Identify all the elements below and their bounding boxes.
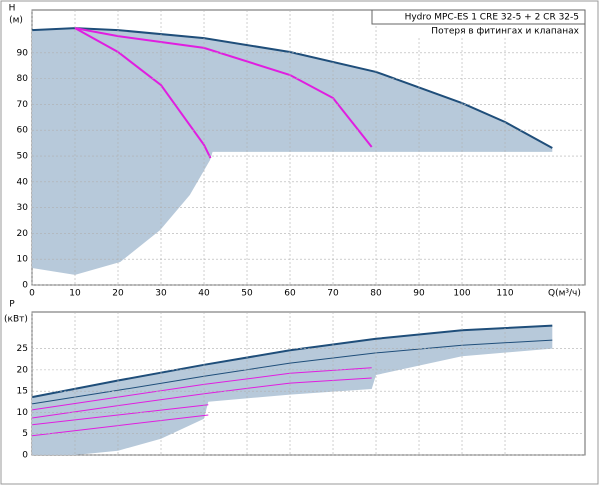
x-tick-label: 30	[155, 289, 167, 299]
y-tick-label: 0	[22, 281, 28, 291]
y-axis-unit: (м)	[9, 16, 23, 26]
x-tick-label: 100	[453, 289, 470, 299]
y-tick-label: 90	[17, 48, 29, 58]
x-tick-label: 50	[241, 289, 253, 299]
x-tick-label: 60	[284, 289, 296, 299]
x-tick-label: 40	[198, 289, 210, 299]
x-tick-label: 20	[112, 289, 124, 299]
y-tick-label: 30	[17, 203, 29, 213]
y-tick-label: 60	[17, 126, 29, 136]
curve	[74, 27, 212, 159]
x-tick-label: 70	[327, 289, 339, 299]
envelope-area	[32, 325, 553, 455]
y-tick-label: 10	[17, 408, 29, 418]
curve	[31, 404, 209, 426]
legend-box	[371, 9, 586, 25]
y-axis-label: P	[9, 300, 15, 310]
x-tick-label: 110	[496, 289, 513, 299]
y-tick-label: 5	[22, 429, 28, 439]
y-tick-label: 50	[17, 152, 29, 162]
x-tick-label: 0	[29, 289, 35, 299]
y-tick-label: 70	[17, 100, 29, 110]
x-tick-label: 10	[69, 289, 81, 299]
x-tick-label: 90	[413, 289, 425, 299]
y-tick-label: 25	[17, 344, 28, 354]
curve	[74, 27, 373, 148]
y-tick-label: 80	[17, 74, 29, 84]
envelope-area	[32, 28, 553, 275]
x-tick-label: 80	[370, 289, 382, 299]
y-tick-label: 0	[22, 451, 28, 461]
note-bg	[412, 25, 584, 37]
y-tick-label: 20	[17, 229, 29, 239]
y-axis-unit: (кВт)	[4, 315, 28, 325]
x-axis-label: Q(м³/ч)	[548, 289, 581, 299]
y-tick-label: 20	[17, 365, 29, 375]
y-tick-label: 15	[17, 387, 28, 397]
y-tick-label: 10	[17, 255, 29, 265]
y-axis-label: H	[9, 4, 16, 14]
note: Потеря в фитингах и клапанах	[431, 27, 579, 37]
y-tick-label: 40	[17, 177, 29, 187]
legend-title: Hydro MPC-ES 1 CRE 32-5 + 2 CR 32-5	[405, 13, 579, 23]
